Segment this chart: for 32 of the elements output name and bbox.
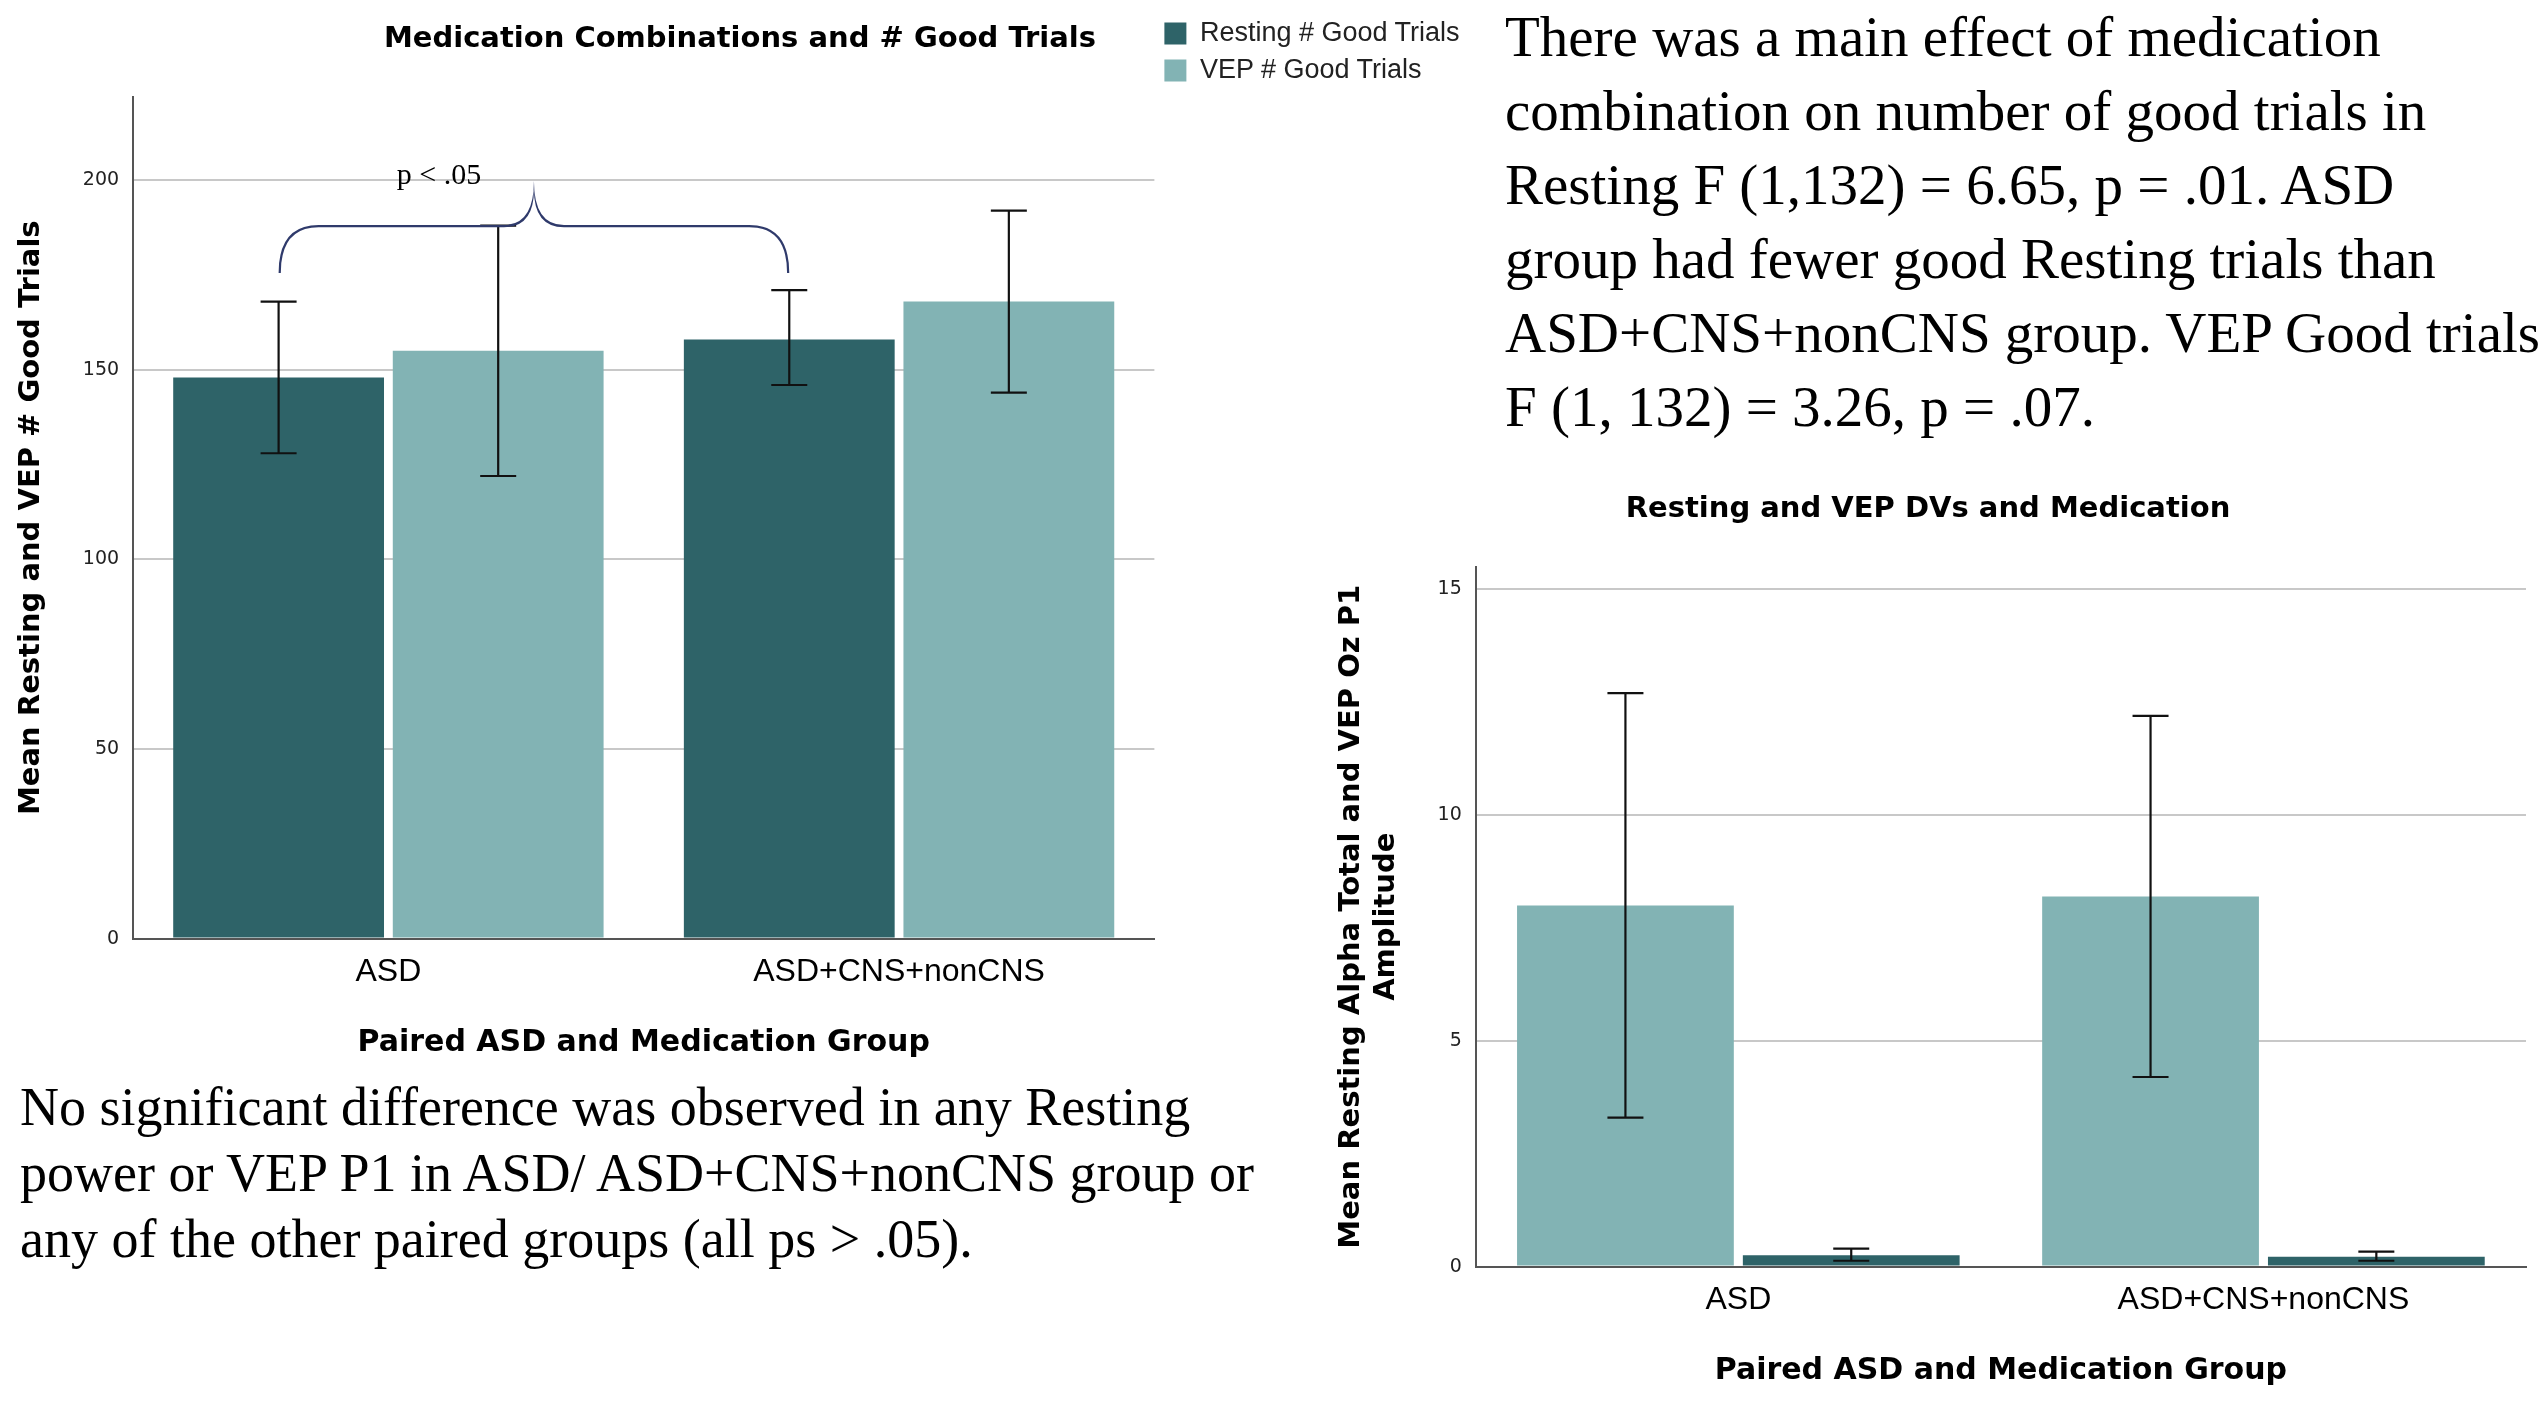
y-tick-label: 5: [1449, 1027, 1462, 1050]
text: There was a main effect of medication combination on number of good trials in Resting F (1,132) = 6.65, p = .01. ASD group had fewer good Resting trials than ASD+CNS+nonCNS group. VEP Good trials F (1, 132) = 3.26, p = .07.: [1505, 4, 2540, 441]
bar: [1517, 905, 1734, 1266]
y-axis-title: Mean Resting Alpha Total and VEP Oz P1 Amplitude: [1331, 584, 1401, 1249]
y-tick-label: 50: [94, 735, 120, 758]
x-axis-title: Paired ASD and Medication Group: [357, 1022, 930, 1058]
chart-title: Medication Combinations and # Good Trials: [383, 19, 1097, 54]
y-tick-label: 200: [82, 167, 120, 190]
bar: [903, 301, 1115, 938]
y-tick-label: 15: [1437, 576, 1462, 599]
x-tick-label: ASD: [1705, 1279, 1772, 1316]
bar: [2267, 1256, 2485, 1266]
annotation: p < .05: [396, 156, 482, 190]
x-axis-title: Paired ASD and Medication Group: [1714, 1350, 2288, 1386]
bar: [1742, 1255, 1960, 1266]
bar: [392, 350, 604, 938]
bar: [683, 339, 895, 938]
y-tick-label: 150: [82, 356, 120, 379]
y-tick-label: 10: [1437, 802, 1462, 825]
y-tick-label: 0: [1449, 1253, 1462, 1276]
y-tick-label: 0: [106, 925, 120, 948]
bar: [2042, 896, 2259, 1266]
y-axis-title: Mean Resting and VEP # Good Trials: [11, 220, 46, 815]
legend-label: Resting # Good Trials: [1199, 16, 1460, 47]
x-tick-label: ASD+CNS+nonCNS: [2117, 1279, 2410, 1316]
legend-label: VEP # Good Trials: [1199, 53, 1422, 84]
text: No significant difference was observed in any Resting power or VEP P1 in ASD/ ASD+CNS+nonCNS group or any of the other paired groups (all ps > .05).: [20, 1076, 1256, 1271]
x-tick-label: ASD: [355, 951, 422, 988]
bar: [173, 377, 384, 938]
x-tick-label: ASD+CNS+nonCNS: [753, 951, 1045, 988]
chart-title: Resting and VEP DVs and Medication: [1625, 489, 2231, 524]
y-tick-label: 100: [82, 546, 120, 569]
